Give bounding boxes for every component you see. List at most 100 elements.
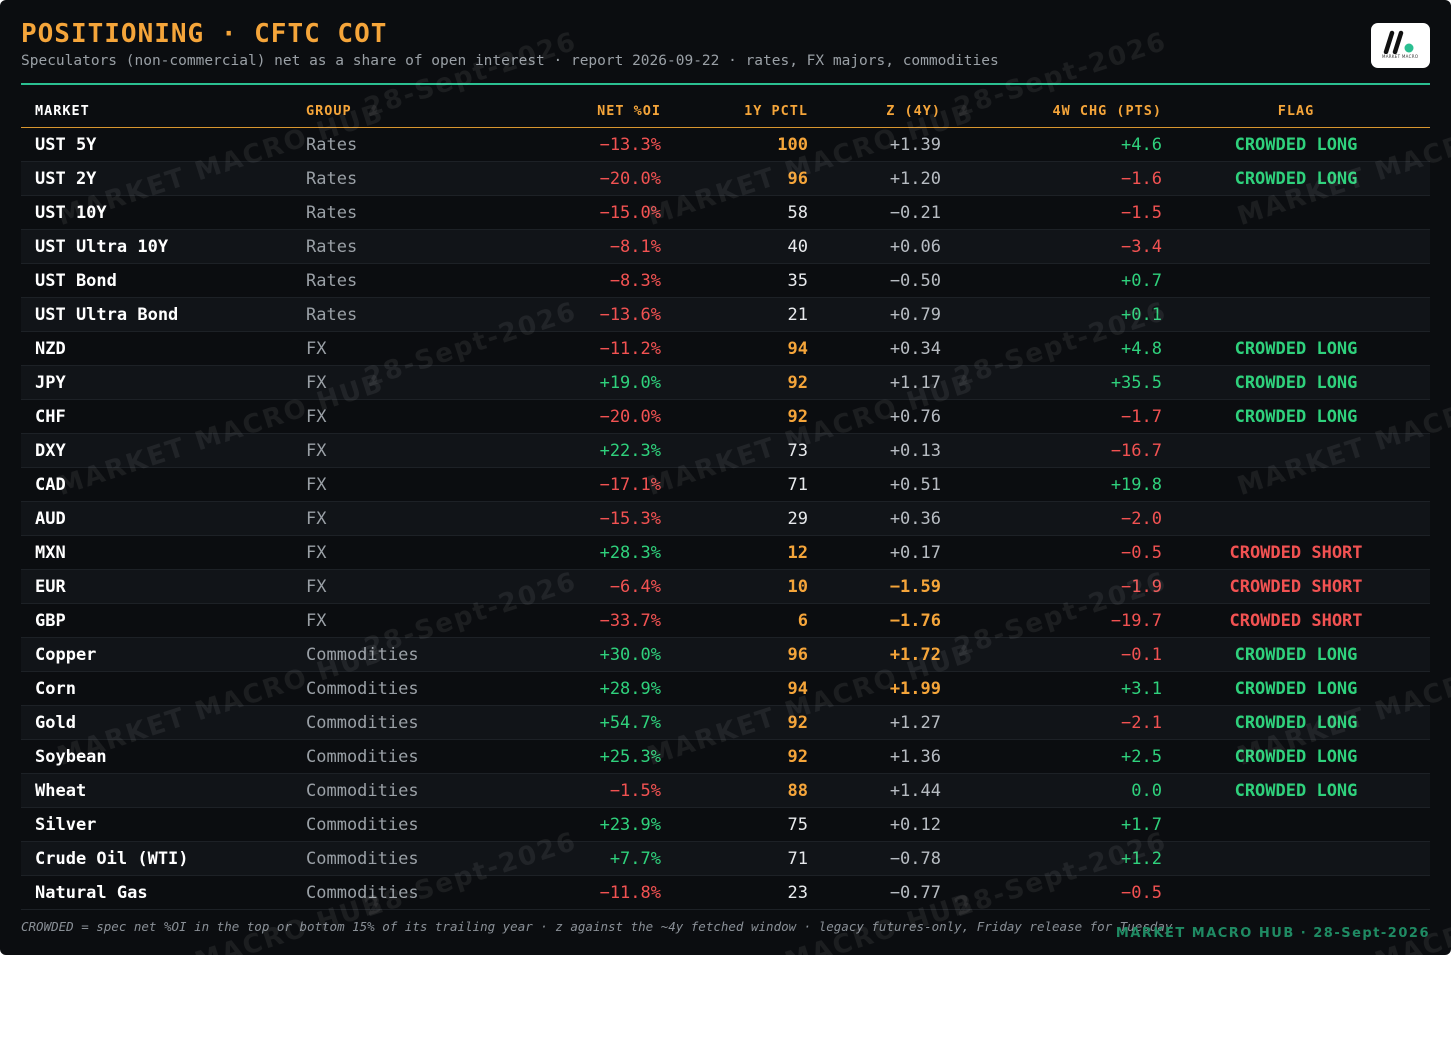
cell-z: +0.17 <box>808 535 941 570</box>
cell-4w-chg: −19.7 <box>941 603 1162 638</box>
cell-group: FX <box>306 331 466 366</box>
cell-flag <box>1162 229 1430 264</box>
cell-market: UST Ultra 10Y <box>21 229 306 264</box>
table-row[interactable]: CHF FX −20.0% 92 +0.76 −1.7 CROWDED LONG <box>21 399 1430 434</box>
table-row[interactable]: Natural Gas Commodities −11.8% 23 −0.77 −0.5 <box>21 875 1430 910</box>
cell-group: FX <box>306 535 466 570</box>
positioning-table: MARKET GROUP NET %OI 1Y PCTL Z (4Y) 4W C… <box>21 94 1430 910</box>
cell-flag: CROWDED SHORT <box>1162 569 1430 604</box>
column-header-net-oi[interactable]: NET %OI <box>466 94 661 128</box>
cell-group: FX <box>306 433 466 468</box>
cell-market: CAD <box>21 467 306 502</box>
cell-flag <box>1162 841 1430 876</box>
cell-market: NZD <box>21 331 306 366</box>
cell-market: Soybean <box>21 739 306 774</box>
cell-market: EUR <box>21 569 306 604</box>
table-row[interactable]: Wheat Commodities −1.5% 88 +1.44 0.0 CROWDED L… <box>21 773 1430 808</box>
table-row[interactable]: Soybean Commodities +25.3% 92 +1.36 +2.5 CROWD… <box>21 739 1430 774</box>
logo-mark-icon <box>1383 30 1414 54</box>
cell-flag <box>1162 467 1430 502</box>
cell-net-oi: −17.1% <box>466 467 661 502</box>
cell-z: −1.76 <box>808 603 941 638</box>
cell-pctl: 88 <box>661 773 808 808</box>
cell-4w-chg: −16.7 <box>941 433 1162 468</box>
cell-group: FX <box>306 467 466 502</box>
cell-flag: CROWDED LONG <box>1162 705 1430 740</box>
table-row[interactable]: Crude Oil (WTI) Commodities +7.7% 71 −0.78 +1… <box>21 841 1430 876</box>
cell-pctl: 71 <box>661 841 808 876</box>
cell-4w-chg: −3.4 <box>941 229 1162 264</box>
cell-group: FX <box>306 365 466 400</box>
cell-pctl: 92 <box>661 739 808 774</box>
cell-market: UST 5Y <box>21 127 306 162</box>
table-row[interactable]: CAD FX −17.1% 71 +0.51 +19.8 <box>21 467 1430 502</box>
cell-market: UST 10Y <box>21 195 306 230</box>
cell-flag: CROWDED LONG <box>1162 399 1430 434</box>
table-row[interactable]: GBP FX −33.7% 6 −1.76 −19.7 CROWDED SHORT <box>21 603 1430 638</box>
column-header-group[interactable]: GROUP <box>306 94 466 128</box>
table-row[interactable]: Gold Commodities +54.7% 92 +1.27 −2.1 CROWDED … <box>21 705 1430 740</box>
table-row[interactable]: UST Bond Rates −8.3% 35 −0.50 +0.7 <box>21 263 1430 298</box>
cell-group: Commodities <box>306 807 466 842</box>
table-row[interactable]: UST Ultra 10Y Rates −8.1% 40 +0.06 −3.4 <box>21 229 1430 264</box>
cell-net-oi: +23.9% <box>466 807 661 842</box>
cell-4w-chg: +3.1 <box>941 671 1162 706</box>
cell-group: Commodities <box>306 875 466 910</box>
table-row[interactable]: NZD FX −11.2% 94 +0.34 +4.8 CROWDED LONG <box>21 331 1430 366</box>
column-header-flag[interactable]: FLAG <box>1162 94 1430 128</box>
column-header-market[interactable]: MARKET <box>21 94 306 128</box>
table-row[interactable]: UST Ultra Bond Rates −13.6% 21 +0.79 +0.1 <box>21 297 1430 332</box>
cell-market: UST 2Y <box>21 161 306 196</box>
cell-z: +0.51 <box>808 467 941 502</box>
cell-flag: CROWDED LONG <box>1162 773 1430 808</box>
cell-flag: CROWDED LONG <box>1162 365 1430 400</box>
table-row[interactable]: Silver Commodities +23.9% 75 +0.12 +1.7 <box>21 807 1430 842</box>
table-row[interactable]: EUR FX −6.4% 10 −1.59 −1.9 CROWDED SHORT <box>21 569 1430 604</box>
cell-flag <box>1162 875 1430 910</box>
column-header-4w-chg[interactable]: 4W CHG (PTS) <box>941 94 1162 128</box>
cell-pctl: 71 <box>661 467 808 502</box>
table-row[interactable]: Corn Commodities +28.9% 94 +1.99 +3.1 CROWDED … <box>21 671 1430 706</box>
cell-4w-chg: +1.2 <box>941 841 1162 876</box>
cell-net-oi: +7.7% <box>466 841 661 876</box>
cell-4w-chg: +19.8 <box>941 467 1162 502</box>
cell-pctl: 96 <box>661 161 808 196</box>
cell-market: DXY <box>21 433 306 468</box>
table-header-row: MARKET GROUP NET %OI 1Y PCTL Z (4Y) 4W C… <box>21 94 1430 128</box>
table-row[interactable]: JPY FX +19.0% 92 +1.17 +35.5 CROWDED LONG <box>21 365 1430 400</box>
cell-z: +1.20 <box>808 161 941 196</box>
table-row[interactable]: Copper Commodities +30.0% 96 +1.72 −0.1 CROWDE… <box>21 637 1430 672</box>
table-row[interactable]: AUD FX −15.3% 29 +0.36 −2.0 <box>21 501 1430 536</box>
column-header-pctl[interactable]: 1Y PCTL <box>661 94 808 128</box>
cell-4w-chg: +2.5 <box>941 739 1162 774</box>
cell-flag: CROWDED LONG <box>1162 127 1430 162</box>
table-row[interactable]: UST 10Y Rates −15.0% 58 −0.21 −1.5 <box>21 195 1430 230</box>
cell-z: +1.39 <box>808 127 941 162</box>
cell-flag <box>1162 195 1430 230</box>
cell-pctl: 10 <box>661 569 808 604</box>
cell-4w-chg: +0.7 <box>941 263 1162 298</box>
cell-z: −0.77 <box>808 875 941 910</box>
cell-market: UST Ultra Bond <box>21 297 306 332</box>
cell-pctl: 92 <box>661 365 808 400</box>
cell-group: Rates <box>306 297 466 332</box>
page-title: POSITIONING · CFTC COT <box>21 19 388 49</box>
cell-group: Rates <box>306 161 466 196</box>
cell-pctl: 100 <box>661 127 808 162</box>
cell-net-oi: −20.0% <box>466 161 661 196</box>
cell-z: +0.79 <box>808 297 941 332</box>
cell-z: +1.72 <box>808 637 941 672</box>
cell-flag: CROWDED LONG <box>1162 331 1430 366</box>
cot-panel: POSITIONING · CFTC COT Speculators (non-… <box>0 0 1451 955</box>
column-header-z[interactable]: Z (4Y) <box>808 94 941 128</box>
cell-group: Commodities <box>306 671 466 706</box>
cell-net-oi: −1.5% <box>466 773 661 808</box>
cell-market: Corn <box>21 671 306 706</box>
table-row[interactable]: MXN FX +28.3% 12 +0.17 −0.5 CROWDED SHORT <box>21 535 1430 570</box>
cell-flag <box>1162 433 1430 468</box>
table-row[interactable]: UST 2Y Rates −20.0% 96 +1.20 −1.6 CROWDED LONG <box>21 161 1430 196</box>
cell-z: +1.44 <box>808 773 941 808</box>
cell-pctl: 92 <box>661 705 808 740</box>
table-row[interactable]: DXY FX +22.3% 73 +0.13 −16.7 <box>21 433 1430 468</box>
table-row[interactable]: UST 5Y Rates −13.3% 100 +1.39 +4.6 CROWDED LON… <box>21 127 1430 162</box>
